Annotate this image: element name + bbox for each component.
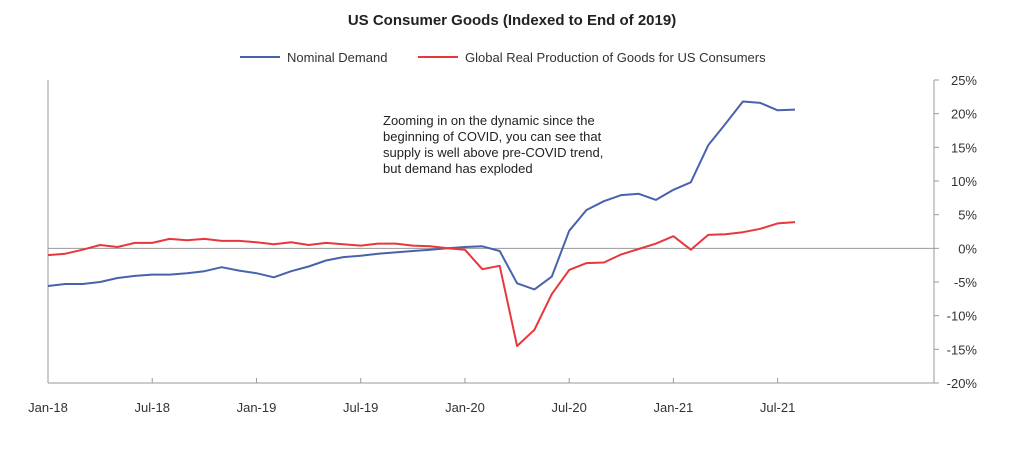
y-axis: 25% 20% 15% 10% 5% 0% -5% -10% -15% -20% (934, 73, 977, 391)
y-tick-label: 15% (951, 140, 977, 155)
annotation-line: beginning of COVID, you can see that (383, 129, 602, 144)
x-tick-label: Jul-21 (760, 400, 795, 415)
x-tick-label: Jul-20 (551, 400, 586, 415)
x-tick-label: Jan-18 (28, 400, 68, 415)
chart-title: US Consumer Goods (Indexed to End of 201… (348, 12, 676, 29)
legend: Nominal Demand Global Real Production of … (240, 50, 766, 65)
y-tick-label: 5% (958, 208, 977, 223)
x-tick-label: Jul-18 (135, 400, 170, 415)
legend-label: Global Real Production of Goods for US C… (465, 50, 766, 65)
annotation: Zooming in on the dynamic since thebegin… (383, 113, 603, 176)
annotation-line: Zooming in on the dynamic since the (383, 113, 595, 128)
x-tick-label: Jan-21 (654, 400, 694, 415)
y-tick-label: -20% (947, 376, 978, 391)
legend-label: Nominal Demand (287, 50, 387, 65)
annotation-line: supply is well above pre-COVID trend, (383, 145, 603, 160)
series-layer (47, 100, 796, 347)
y-tick-label: 0% (958, 241, 977, 256)
x-tick-label: Jul-19 (343, 400, 378, 415)
y-tick-label: -15% (947, 342, 978, 357)
y-tick-label: -5% (954, 275, 978, 290)
y-tick-label: -10% (947, 309, 978, 324)
y-tick-label: 10% (951, 174, 977, 189)
x-axis: Jan-18 Jul-18 Jan-19 Jul-19 Jan-20 Jul-20 Jan-… (28, 378, 795, 415)
y-tick-label: 25% (951, 73, 977, 88)
x-tick-label: Jan-19 (237, 400, 277, 415)
y-tick-label: 20% (951, 107, 977, 122)
series-line-1 (47, 100, 796, 291)
series-line-2 (47, 221, 796, 347)
x-tick-label: Jan-20 (445, 400, 485, 415)
annotation-line: but demand has exploded (383, 161, 533, 176)
